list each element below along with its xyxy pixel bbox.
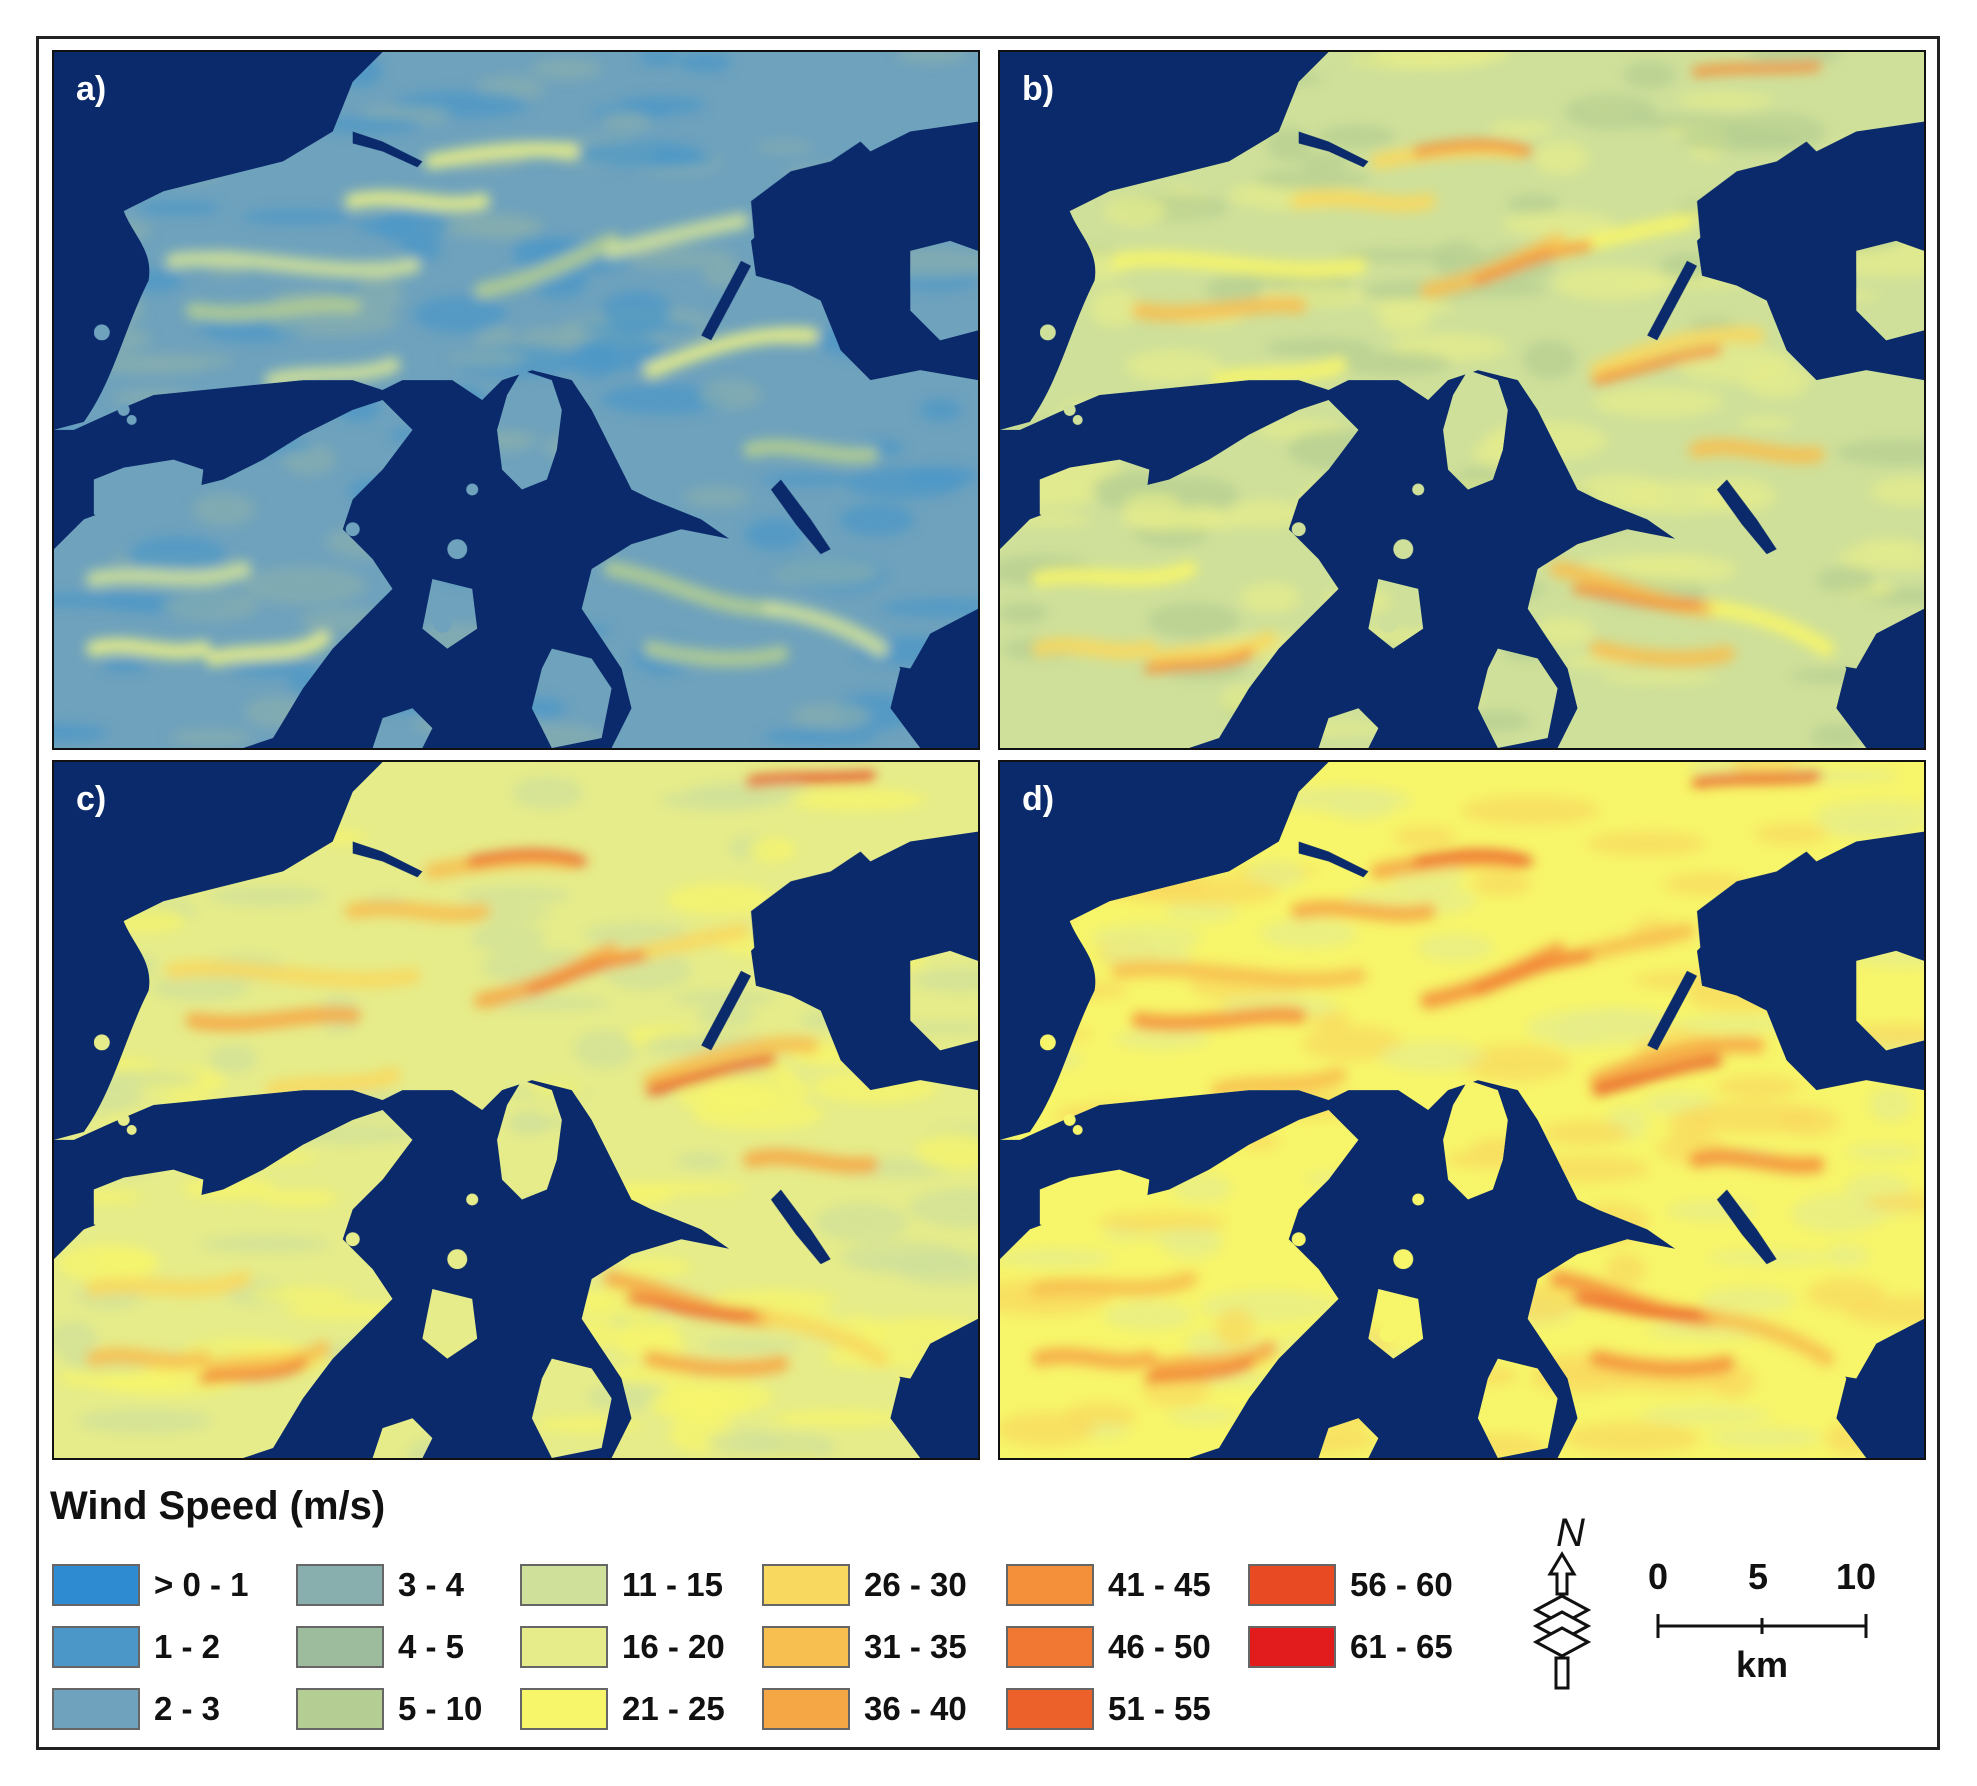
legend-swatch <box>762 1626 850 1668</box>
legend-label: 11 - 15 <box>622 1566 723 1603</box>
legend-swatch <box>520 1564 608 1606</box>
legend-label: 51 - 55 <box>1108 1690 1211 1727</box>
map-panel-d: d) <box>998 760 1926 1460</box>
legend-swatch <box>52 1564 140 1606</box>
panel-label: d) <box>1022 780 1055 818</box>
legend-item: 4 - 5 <box>296 1624 464 1670</box>
legend-item: 3 - 4 <box>296 1562 464 1608</box>
panel-label: b) <box>1022 70 1055 108</box>
panel-label: a) <box>76 70 107 108</box>
legend-item: 1 - 2 <box>52 1624 220 1670</box>
legend-label: 5 - 10 <box>398 1690 483 1727</box>
scale-tick-5: 5 <box>1748 1556 1769 1597</box>
legend-swatch <box>1248 1564 1336 1606</box>
legend-swatch <box>762 1564 850 1606</box>
legend-item: 21 - 25 <box>520 1686 725 1732</box>
legend-item: 51 - 55 <box>1006 1686 1211 1732</box>
legend-item: 11 - 15 <box>520 1562 723 1608</box>
scale-bar: 0 5 10 km <box>1640 1556 1910 1716</box>
legend-swatch <box>52 1688 140 1730</box>
map-panel-a: a) <box>52 50 980 750</box>
wind-speed-map <box>1000 52 1924 748</box>
scale-unit: km <box>1736 1644 1789 1685</box>
legend-label: 1 - 2 <box>154 1628 221 1665</box>
scale-tick-10: 10 <box>1836 1556 1877 1597</box>
legend-item: 2 - 3 <box>52 1686 220 1732</box>
legend-label: 3 - 4 <box>398 1566 465 1603</box>
legend-swatch <box>296 1564 384 1606</box>
legend-title: Wind Speed (m/s) <box>50 1484 386 1528</box>
legend-swatch <box>1006 1688 1094 1730</box>
wind-speed-map <box>54 762 978 1458</box>
legend-item: 31 - 35 <box>762 1624 967 1670</box>
legend-swatch <box>296 1688 384 1730</box>
legend-label: > 0 - 1 <box>154 1566 249 1603</box>
legend-swatch <box>520 1626 608 1668</box>
legend-label: 21 - 25 <box>622 1690 725 1727</box>
panel-label: c) <box>76 780 107 818</box>
legend-label: 16 - 20 <box>622 1628 725 1665</box>
legend-item: 41 - 45 <box>1006 1562 1211 1608</box>
legend-label: 4 - 5 <box>398 1628 465 1665</box>
legend-label: 2 - 3 <box>154 1690 221 1727</box>
north-label: N <box>1556 1511 1585 1555</box>
wind-speed-map <box>1000 762 1924 1458</box>
legend-swatch <box>1006 1564 1094 1606</box>
legend-item: 46 - 50 <box>1006 1624 1211 1670</box>
wind-speed-map <box>54 52 978 748</box>
legend-label: 31 - 35 <box>864 1628 967 1665</box>
legend-swatch <box>520 1688 608 1730</box>
legend-item: > 0 - 1 <box>52 1562 248 1608</box>
legend-item: 26 - 30 <box>762 1562 967 1608</box>
legend-item: 16 - 20 <box>520 1624 725 1670</box>
legend-swatch <box>52 1626 140 1668</box>
legend-swatch <box>296 1626 384 1668</box>
legend-label: 36 - 40 <box>864 1690 967 1727</box>
map-panel-c: c) <box>52 760 980 1460</box>
legend-label: 61 - 65 <box>1350 1628 1453 1665</box>
legend-item: 36 - 40 <box>762 1686 967 1732</box>
legend-item: 5 - 10 <box>296 1686 482 1732</box>
legend-item: 56 - 60 <box>1248 1562 1453 1608</box>
north-arrow-icon: N <box>1528 1510 1614 1700</box>
legend-label: 56 - 60 <box>1350 1566 1453 1603</box>
legend-label: 41 - 45 <box>1108 1566 1211 1603</box>
legend-swatch <box>1006 1626 1094 1668</box>
legend-label: 46 - 50 <box>1108 1628 1211 1665</box>
scale-tick-0: 0 <box>1648 1556 1669 1597</box>
map-panel-b: b) <box>998 50 1926 750</box>
legend-item: 61 - 65 <box>1248 1624 1453 1670</box>
legend-label: 26 - 30 <box>864 1566 967 1603</box>
legend-swatch <box>1248 1626 1336 1668</box>
legend-swatch <box>762 1688 850 1730</box>
